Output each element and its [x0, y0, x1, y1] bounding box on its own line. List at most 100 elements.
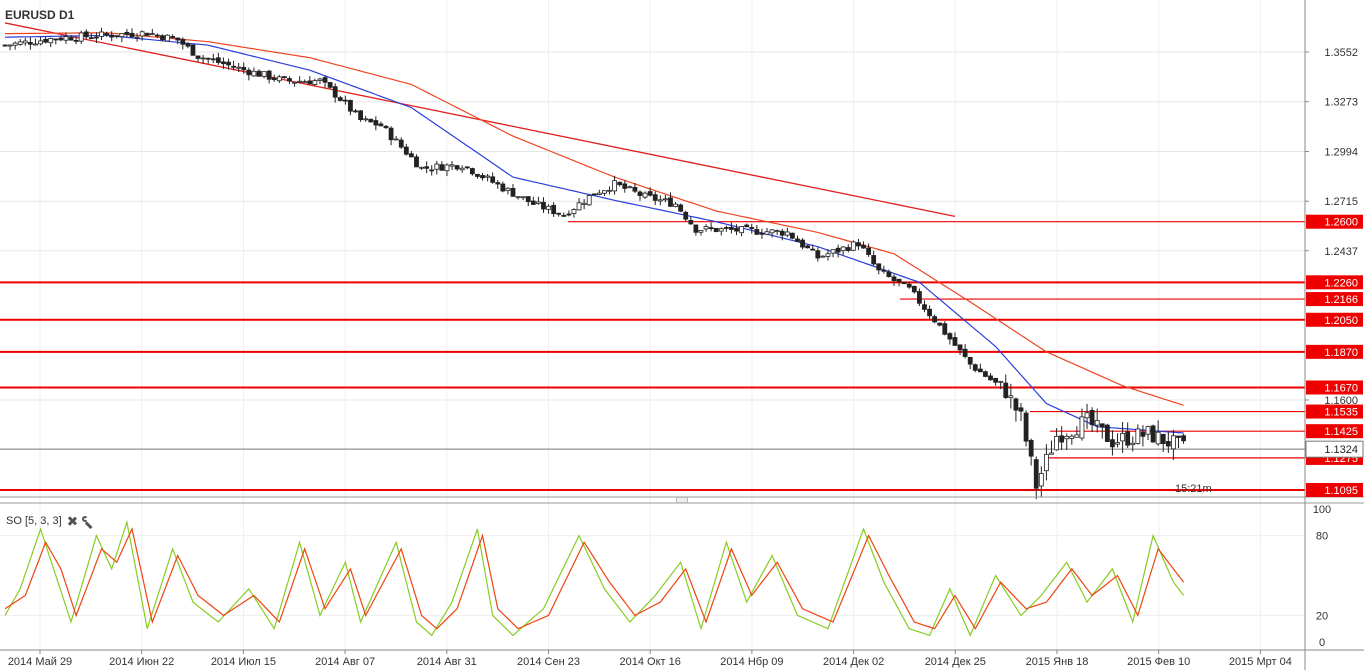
candle — [739, 226, 744, 237]
candle — [368, 118, 374, 123]
candle — [1150, 424, 1156, 443]
candle-body — [683, 211, 689, 220]
candle — [779, 228, 785, 241]
candle-body — [932, 316, 938, 323]
candle-body — [678, 204, 684, 212]
candle — [1160, 433, 1166, 453]
candle-body — [1115, 442, 1120, 445]
candle — [195, 55, 201, 62]
candle-body — [398, 139, 404, 148]
candle-body — [657, 199, 663, 202]
candle-body — [1023, 412, 1029, 442]
candle-body — [119, 33, 125, 37]
candle-body — [469, 168, 475, 175]
candle-body — [27, 42, 33, 45]
candle-body — [576, 202, 582, 211]
candle — [144, 32, 150, 36]
candle-body — [149, 33, 155, 36]
candle — [226, 58, 231, 70]
candle — [617, 181, 623, 187]
candle — [104, 31, 109, 37]
candle-body — [784, 231, 790, 236]
candle — [1145, 425, 1151, 440]
candle-body — [221, 61, 226, 65]
candle-body — [896, 278, 902, 283]
stoch-d-line — [4, 527, 1185, 630]
candle-body — [424, 166, 430, 169]
candle-body — [38, 40, 43, 45]
candle — [358, 110, 364, 122]
candle-body — [627, 186, 633, 189]
candle — [480, 172, 485, 181]
candle-body — [586, 195, 592, 206]
candle — [17, 39, 23, 46]
candle — [1099, 423, 1105, 439]
candle-body — [673, 203, 678, 207]
candle — [764, 227, 770, 235]
candle-body — [718, 228, 724, 232]
close-icon[interactable] — [67, 516, 77, 526]
candle-body — [129, 32, 135, 38]
candle-body — [495, 182, 501, 185]
candle — [647, 187, 653, 197]
candle-body — [124, 31, 130, 35]
candle — [922, 300, 927, 313]
wrench-icon[interactable] — [81, 515, 93, 527]
candle-body — [561, 214, 567, 217]
candle — [856, 239, 861, 250]
candle — [393, 135, 399, 141]
candle-body — [312, 80, 318, 85]
candle — [154, 33, 160, 38]
candle-body — [1110, 439, 1115, 448]
candle — [952, 332, 958, 347]
candle — [505, 187, 511, 195]
candle-body — [729, 226, 734, 230]
candle-body — [556, 212, 562, 215]
pane-splitter[interactable] — [676, 497, 688, 503]
candle — [475, 173, 480, 179]
candle — [546, 204, 551, 214]
candle-body — [17, 41, 23, 45]
candle-body — [1125, 431, 1131, 446]
candle-body — [825, 253, 831, 257]
candle-body — [139, 31, 145, 37]
chart-title: EURUSD D1 — [5, 8, 75, 22]
candle-body — [830, 249, 836, 254]
candle — [835, 244, 841, 258]
candle — [165, 34, 170, 42]
candle-body — [871, 255, 877, 265]
candle-body — [464, 166, 470, 169]
candle-body — [154, 34, 160, 37]
candle-body — [403, 146, 409, 155]
candle — [276, 74, 282, 84]
candle-body — [1176, 435, 1181, 438]
candle — [977, 363, 983, 373]
candle-body — [322, 77, 328, 83]
candle — [408, 150, 414, 158]
candle — [302, 79, 308, 84]
candle — [734, 224, 739, 236]
candle-body — [1160, 433, 1166, 445]
candle — [99, 27, 104, 40]
candle — [281, 76, 287, 79]
candle — [830, 249, 836, 258]
candle — [215, 52, 221, 65]
candle — [800, 238, 805, 250]
candle — [307, 76, 313, 85]
candle — [83, 29, 89, 40]
candle — [612, 175, 617, 195]
candle-body — [962, 348, 968, 357]
candle — [1110, 430, 1115, 456]
candle — [536, 196, 541, 205]
candle — [1084, 403, 1090, 430]
x-tick-label: 2014 Окт 16 — [620, 656, 681, 668]
candle-body — [647, 191, 653, 196]
candle-body — [713, 227, 719, 232]
candle-body — [922, 304, 927, 310]
candle — [1171, 429, 1176, 461]
candle-body — [1145, 426, 1151, 435]
candle — [515, 196, 521, 200]
candle — [906, 281, 912, 289]
